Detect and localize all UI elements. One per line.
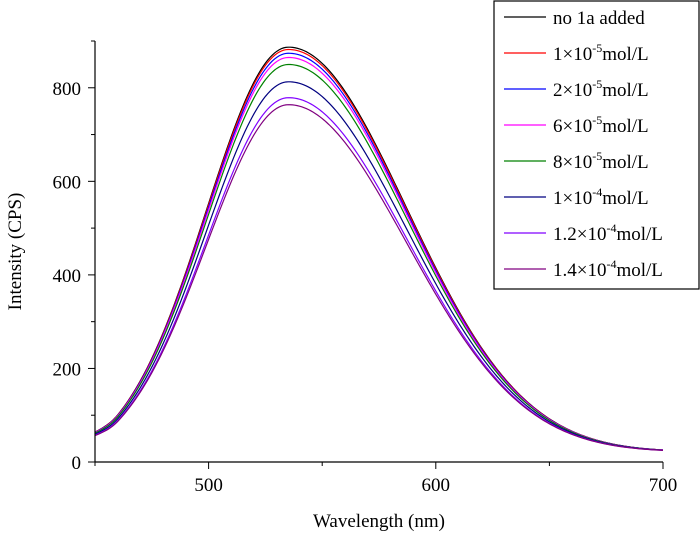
series-line-8 [94, 104, 664, 451]
series-line-6 [94, 81, 664, 451]
legend: no 1a added 1×10-5mol/L 2×10-5mol/L 6×10-5m… [493, 0, 700, 290]
legend-label-8: 1.4×10-4mol/L [553, 257, 663, 281]
axis-layer: 500 600 700 0 200 400 600 800 [53, 40, 678, 496]
y-tick-label: 200 [53, 359, 82, 380]
legend-label-6: 1×10-4mol/L [553, 185, 649, 209]
y-axis-label: Intensity (CPS) [5, 193, 26, 311]
y-tick-label: 0 [72, 453, 82, 474]
legend-box [493, 0, 700, 290]
series-line-5 [94, 63, 664, 451]
legend-label-4: 6×10-5mol/L [553, 113, 649, 137]
legend-label-3: 2×10-5mol/L [553, 77, 649, 101]
x-axis-label: Wavelength (nm) [313, 511, 445, 532]
x-tick-label: 700 [649, 475, 678, 496]
series-layer [94, 46, 664, 451]
legend-label-7: 1.2×10-4mol/L [553, 221, 663, 245]
y-tick-label: 600 [53, 172, 82, 193]
y-tick-label: 400 [53, 266, 82, 287]
y-tick-label: 800 [53, 79, 82, 100]
x-tick-label: 500 [194, 475, 223, 496]
legend-label-1: no 1a added [553, 8, 645, 29]
x-tick-label: 600 [422, 475, 451, 496]
legend-label-5: 8×10-5mol/L [553, 149, 649, 173]
legend-label-2: 1×10-5mol/L [553, 41, 649, 65]
